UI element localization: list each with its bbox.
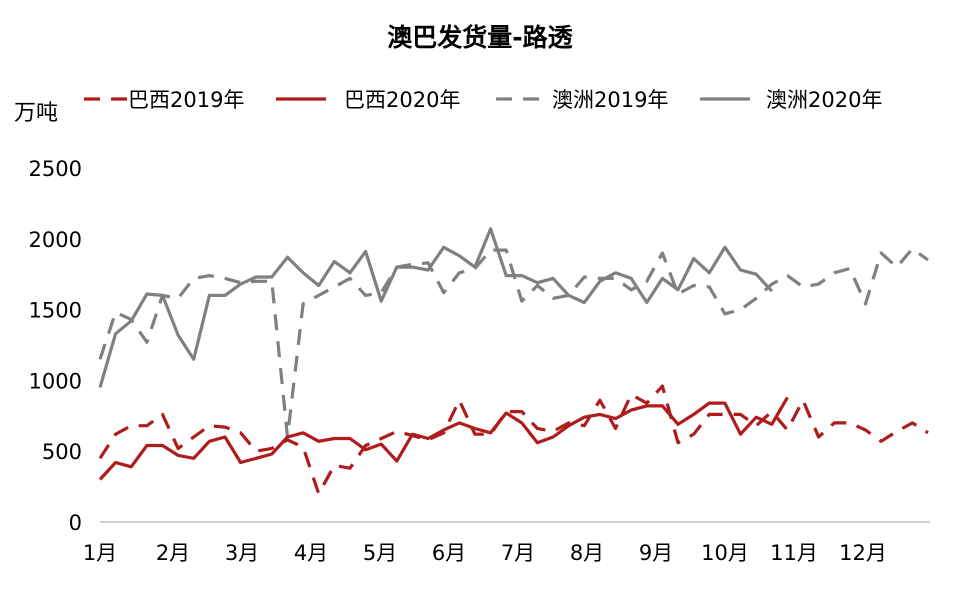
y-tick-label: 1000 xyxy=(29,369,82,393)
legend-label: 巴西2020年 xyxy=(344,88,460,112)
y-tick-label: 2500 xyxy=(29,157,82,181)
x-tick-label: 9月 xyxy=(639,541,673,565)
y-axis-unit-label: 万吨 xyxy=(14,101,58,126)
x-tick-label: 1月 xyxy=(83,541,117,565)
x-tick-label: 10月 xyxy=(701,541,749,565)
x-tick-label: 5月 xyxy=(363,541,397,565)
y-tick-label: 500 xyxy=(42,440,82,464)
x-tick-label: 11月 xyxy=(770,541,818,565)
y-tick-label: 0 xyxy=(69,511,82,535)
x-tick-label: 4月 xyxy=(294,541,328,565)
x-tick-label: 7月 xyxy=(501,541,535,565)
chart-title: 澳巴发货量-路透 xyxy=(387,23,573,52)
x-tick-label: 2月 xyxy=(156,541,190,565)
series-layer xyxy=(98,227,929,496)
series-line-3 xyxy=(98,227,773,388)
legend-label: 巴西2019年 xyxy=(128,88,244,112)
y-tick-label: 2000 xyxy=(29,228,82,252)
x-tick-label: 12月 xyxy=(839,541,887,565)
legend: 巴西2019年 巴西2020年 澳洲2019年 澳洲2020年 xyxy=(84,88,882,112)
y-tick-label: 1500 xyxy=(29,299,82,323)
legend-label: 澳洲2020年 xyxy=(766,88,882,112)
legend-label: 澳洲2019年 xyxy=(552,88,668,112)
series-line-0 xyxy=(98,384,929,496)
x-axis: 1月 2月 3月 4月 5月 6月 7月 8月 9月 10月 11月 12月 xyxy=(83,521,930,565)
x-tick-label: 6月 xyxy=(432,541,466,565)
series-line-1 xyxy=(98,396,789,481)
y-axis: 0 500 1000 1500 2000 2500 xyxy=(29,157,82,535)
x-tick-label: 3月 xyxy=(225,541,259,565)
x-tick-label: 8月 xyxy=(570,541,604,565)
